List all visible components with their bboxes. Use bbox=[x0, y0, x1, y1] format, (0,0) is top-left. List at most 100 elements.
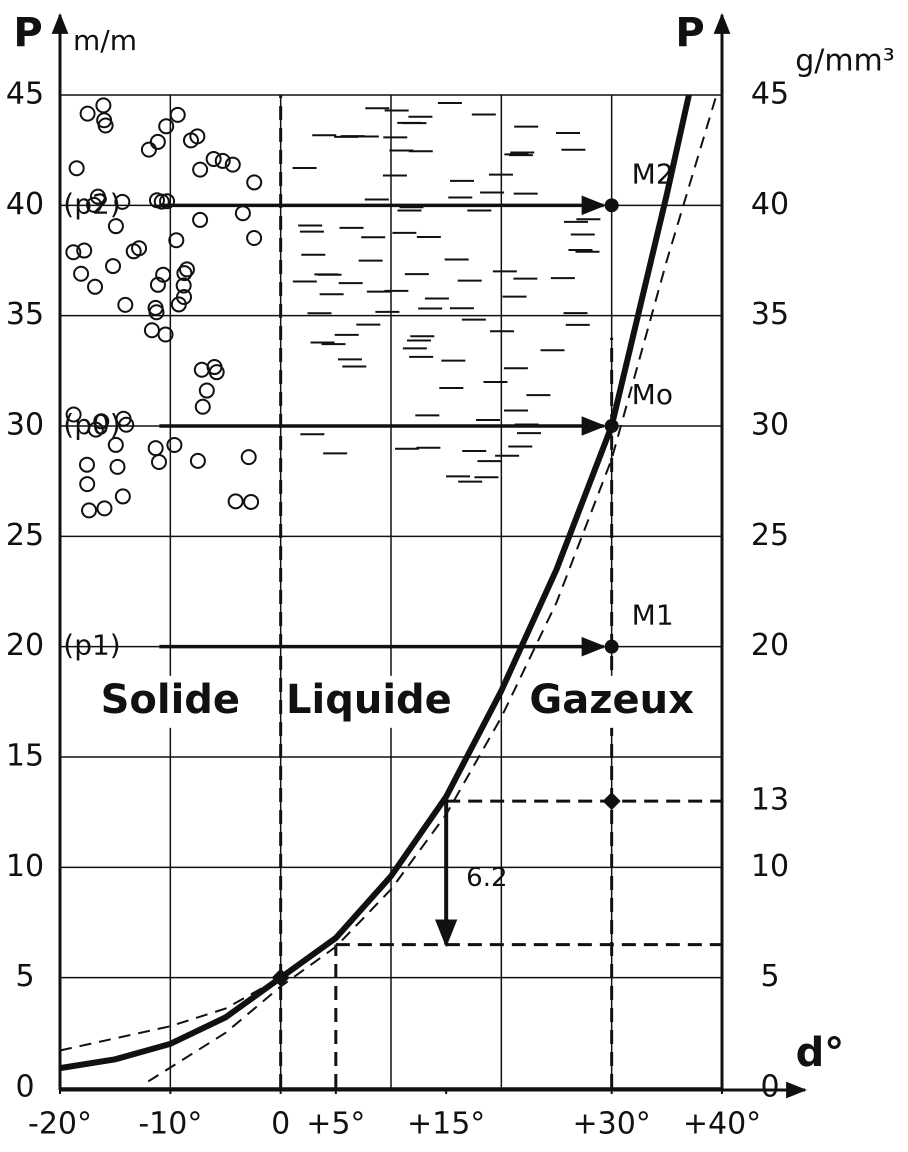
x-tick-label: +5° bbox=[306, 1107, 365, 1142]
bubble bbox=[214, 152, 231, 169]
y-tick-label: 5 bbox=[15, 959, 34, 994]
region-label: Liquide bbox=[286, 677, 452, 723]
bubble bbox=[159, 193, 176, 210]
point-label: M2 bbox=[632, 157, 674, 190]
bubble bbox=[166, 436, 183, 453]
bubble bbox=[224, 156, 241, 173]
bubble bbox=[79, 105, 96, 122]
bubble bbox=[178, 261, 195, 278]
y-tick-label: 0 bbox=[15, 1070, 34, 1105]
y2-tick-label: 25 bbox=[751, 518, 789, 553]
bubble bbox=[206, 359, 223, 376]
bubble bbox=[79, 476, 96, 493]
bubble bbox=[169, 106, 186, 123]
bubble bbox=[65, 406, 82, 423]
y2-tick-label: 45 bbox=[751, 77, 789, 112]
bubble bbox=[176, 288, 193, 305]
bubble bbox=[95, 97, 112, 114]
label-bg bbox=[283, 675, 454, 728]
bubble bbox=[76, 242, 93, 259]
y-label: P bbox=[13, 10, 42, 56]
y-tick-label: 20 bbox=[6, 628, 44, 663]
bubble bbox=[149, 133, 166, 150]
label-bg bbox=[85, 675, 256, 728]
y2-tick-label: 10 bbox=[751, 849, 789, 884]
region-label: Solide bbox=[101, 677, 240, 723]
x-tick-label: -10° bbox=[138, 1107, 202, 1142]
marker bbox=[602, 792, 621, 811]
y-tick-label: 25 bbox=[6, 518, 44, 553]
bubble bbox=[87, 421, 104, 438]
point-label: Mo bbox=[632, 378, 673, 411]
bubble bbox=[153, 193, 170, 210]
bubble bbox=[93, 413, 110, 430]
x-tick-label: 0 bbox=[271, 1107, 290, 1142]
pressure-label: (p2) bbox=[63, 187, 120, 220]
bubble bbox=[143, 322, 160, 339]
bubble bbox=[65, 244, 82, 261]
bubble bbox=[114, 488, 131, 505]
bubble bbox=[194, 398, 211, 415]
bubble bbox=[96, 500, 113, 517]
y-tick-label: 30 bbox=[6, 408, 44, 443]
bubble bbox=[246, 174, 263, 191]
bubble bbox=[189, 452, 206, 469]
bubble bbox=[198, 382, 215, 399]
bubble bbox=[147, 299, 164, 316]
point-label: M1 bbox=[632, 599, 674, 632]
pressure-label: (p1) bbox=[63, 629, 120, 662]
region-label: Gazeux bbox=[529, 677, 694, 723]
curve bbox=[59, 976, 282, 1052]
x-tick-label: -20° bbox=[28, 1107, 92, 1142]
bubble bbox=[243, 493, 260, 510]
bubble bbox=[105, 258, 122, 275]
pressure-label: (p0) bbox=[63, 408, 120, 441]
y2-tick-label: 40 bbox=[751, 187, 789, 222]
y2-tick-label: 20 bbox=[751, 628, 789, 663]
bubble bbox=[193, 361, 210, 378]
curve bbox=[147, 94, 718, 1083]
y2-tick-label: 30 bbox=[751, 408, 789, 443]
y-tick-label: 45 bbox=[6, 77, 44, 112]
bubble bbox=[192, 161, 209, 178]
x-tick-label: +30° bbox=[573, 1107, 651, 1142]
bubble bbox=[227, 493, 244, 510]
y2-tick-label: 0 bbox=[760, 1070, 779, 1105]
y-tick-label: 35 bbox=[6, 297, 44, 332]
point bbox=[604, 198, 619, 213]
region-texture bbox=[65, 97, 601, 519]
bubble bbox=[182, 132, 199, 149]
bubble bbox=[89, 188, 106, 205]
bubble bbox=[176, 265, 193, 282]
bubble bbox=[68, 160, 85, 177]
y-tick-label: 15 bbox=[6, 739, 44, 774]
bubble bbox=[78, 456, 95, 473]
y-tick-label: 40 bbox=[6, 187, 44, 222]
bubble bbox=[107, 436, 124, 453]
x-tick-label: +40° bbox=[683, 1107, 761, 1142]
bubble bbox=[107, 218, 124, 235]
bubble bbox=[175, 277, 192, 294]
y2-tick-label: 13 bbox=[751, 783, 789, 818]
bubble bbox=[192, 211, 209, 228]
y-unit: m/m bbox=[73, 24, 137, 57]
bubble bbox=[117, 296, 134, 313]
y-tick-label: 10 bbox=[6, 849, 44, 884]
bubble bbox=[125, 243, 142, 260]
bubble bbox=[109, 458, 126, 475]
bubble bbox=[87, 278, 104, 295]
y2-tick-label: 5 bbox=[760, 959, 779, 994]
bubble bbox=[168, 232, 185, 249]
bubble bbox=[147, 440, 164, 457]
bubble bbox=[158, 118, 175, 135]
x-label: d° bbox=[796, 1030, 845, 1076]
x-tick-label: +15° bbox=[407, 1107, 485, 1142]
bubble bbox=[246, 229, 263, 246]
bubble bbox=[234, 205, 251, 222]
bubble bbox=[150, 454, 167, 471]
bubble bbox=[140, 141, 157, 158]
drop-label: 6.2 bbox=[466, 863, 507, 893]
bubble bbox=[205, 150, 222, 167]
label-bg bbox=[526, 675, 697, 728]
